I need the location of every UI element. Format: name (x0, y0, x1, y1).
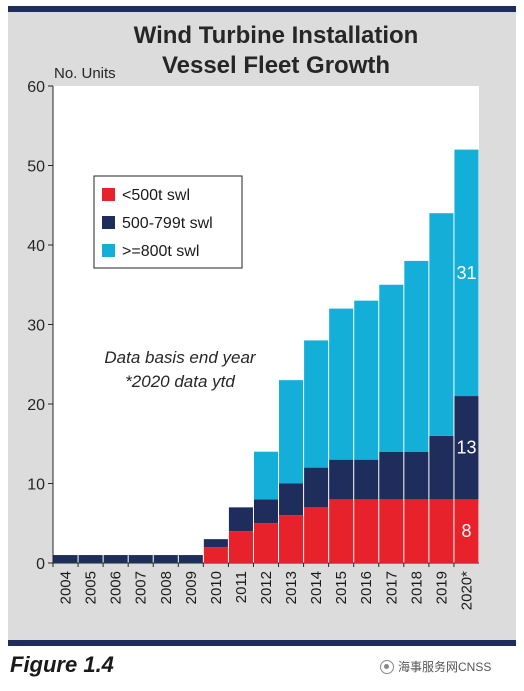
wechat-icon (380, 659, 394, 674)
x-tick-label: 2019 (433, 571, 450, 604)
x-tick-label: 2005 (83, 571, 100, 604)
bar-segment (304, 340, 329, 468)
bar-segment (454, 499, 479, 563)
x-axis: 2004 2005 2006 2007 2008 2009 2010 2011 2012 2013… (52, 563, 475, 610)
bottom-rule (8, 640, 516, 646)
bar-segment (329, 459, 354, 500)
bar-segment (279, 380, 304, 484)
legend-swatch (102, 188, 115, 201)
source-credit: 海事服务网CNSS (380, 658, 491, 675)
data-label: 13 (456, 438, 476, 458)
y-tick-label: 50 (27, 159, 45, 176)
bar-segment (78, 555, 103, 563)
y-tick-label: 10 (27, 477, 45, 494)
x-tick-label: 2018 (408, 571, 425, 604)
bar-segment (178, 555, 203, 563)
bar-segment (329, 308, 354, 460)
stacked-bar-chart: Wind Turbine Installation Vessel Fleet G… (27, 22, 479, 610)
legend-label: <500t swl (122, 187, 190, 204)
data-label: 31 (456, 263, 476, 283)
y-tick-label: 30 (27, 318, 45, 335)
bar-segment (128, 555, 153, 563)
annotation-data-basis: Data basis end year (104, 348, 257, 367)
bar-segment (53, 555, 78, 563)
legend-swatch (102, 216, 115, 229)
y-tick-label: 0 (36, 556, 45, 573)
bar-segment (379, 499, 404, 563)
legend-box (93, 175, 243, 269)
legend-label: >=800t swl (122, 243, 199, 260)
x-tick-label: 2013 (283, 571, 300, 604)
legend: <500t swl 500-799t swl >=800t swl (93, 175, 243, 269)
bar-segment (203, 539, 228, 548)
y-tick-label: 60 (27, 79, 45, 96)
bar-segment (304, 507, 329, 563)
bar-segment (253, 499, 279, 524)
x-tick-label: 2015 (333, 571, 350, 604)
bar-segment (429, 435, 454, 500)
x-tick-label: 2004 (58, 571, 75, 604)
bar-segment (354, 499, 379, 563)
bars: 8 13 31 (53, 149, 479, 563)
x-tick-label: 2006 (108, 571, 125, 604)
bar-segment (454, 396, 479, 500)
bar-segment (379, 284, 404, 452)
bar-segment (103, 555, 128, 563)
x-tick-label: 2014 (308, 571, 325, 604)
chart-title-line-1: Wind Turbine Installation (134, 22, 419, 49)
y-tick-label: 40 (27, 238, 45, 255)
annotation-ytd: *2020 data ytd (125, 372, 235, 391)
x-tick-label: 2017 (383, 571, 400, 604)
bar-segment (279, 515, 304, 563)
chart-title-line-2: Vessel Fleet Growth (162, 52, 390, 79)
bar-segment (304, 467, 329, 508)
x-tick-label: 2009 (183, 571, 200, 604)
bar-segment (454, 149, 479, 397)
x-tick-label: 2008 (158, 571, 175, 604)
x-tick-label: 2012 (258, 571, 275, 604)
bar-segment (404, 499, 429, 563)
bar-segment (429, 499, 454, 563)
bar-segment (429, 213, 454, 436)
bar-segment (404, 451, 429, 500)
bar-segment (253, 523, 279, 563)
bar-segment (228, 531, 253, 563)
bar-segment (354, 459, 379, 500)
legend-swatch (102, 244, 115, 257)
bar-segment (253, 451, 279, 500)
x-tick-label: 2010 (208, 571, 225, 604)
x-tick-label: 2011 (233, 571, 250, 603)
bar-segment (379, 451, 404, 500)
bar-segment (228, 507, 253, 532)
y-tick-label: 20 (27, 397, 45, 414)
x-tick-label: 2016 (358, 571, 375, 604)
figure-label: Figure 1.4 (10, 652, 114, 677)
bar-segment (153, 555, 178, 563)
top-rule (8, 6, 516, 12)
bar-segment (404, 260, 429, 452)
data-label: 8 (461, 521, 471, 541)
source-text: 海事服务网CNSS (398, 660, 492, 674)
bar-segment (354, 300, 379, 460)
y-axis-label: No. Units (54, 65, 116, 82)
bar-segment (203, 547, 228, 563)
legend-label: 500-799t swl (122, 215, 213, 232)
x-tick-label: 2007 (133, 571, 150, 604)
bar-segment (329, 499, 354, 563)
x-tick-label: 2020* (458, 571, 475, 610)
bar-segment (279, 483, 304, 516)
